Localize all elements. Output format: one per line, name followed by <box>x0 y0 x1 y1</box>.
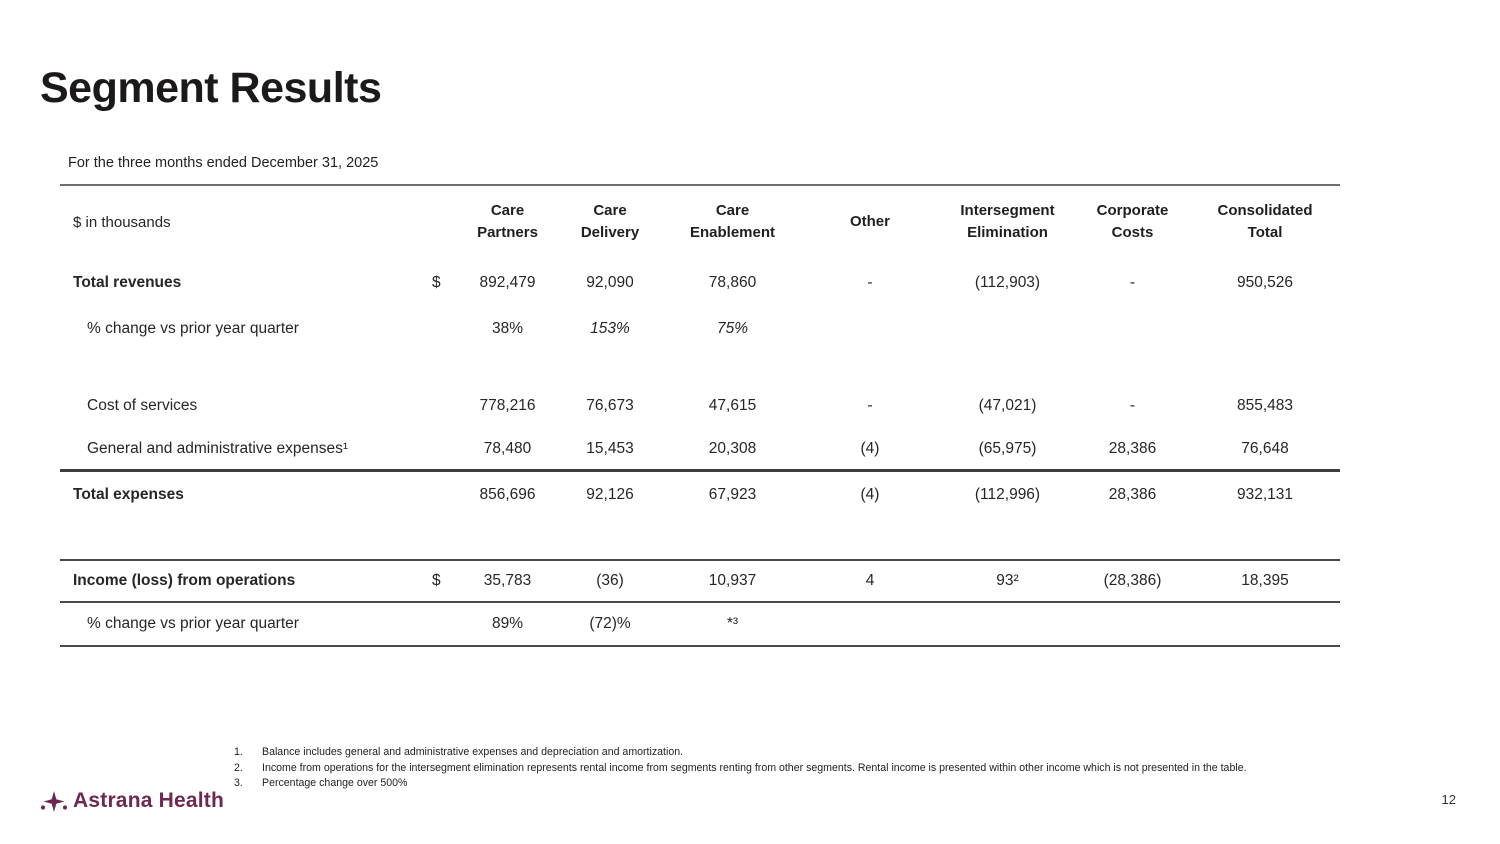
cell-consolidated-total: 76,648 <box>1241 439 1289 457</box>
footnote-text: Income from operations for the intersegm… <box>262 761 1247 774</box>
column-header-consolidated-total: Consolidated Total <box>1217 201 1313 242</box>
row-label: % change vs prior year quarter <box>87 615 299 632</box>
cell-care-partners: 892,479 <box>479 274 536 291</box>
column-header-care-partners: Care Partners <box>477 201 538 242</box>
cell-corporate-costs: 28,386 <box>1108 486 1157 503</box>
cell-care-delivery: 92,090 <box>586 274 634 291</box>
cell-care-delivery: 153% <box>590 320 630 337</box>
table-row-total-revenues: Total revenues $ 892,479 92,090 78,860 -… <box>60 258 1340 308</box>
divider-above-total-expenses <box>60 469 1340 472</box>
cell-care-delivery: 15,453 <box>586 439 634 457</box>
page-number: 12 <box>1441 792 1456 807</box>
cell-care-partners: 38% <box>491 320 524 337</box>
row-label: % change vs prior year quarter <box>87 320 299 337</box>
cell-other: (4) <box>860 439 880 457</box>
cell-care-enablement: 75% <box>716 320 749 337</box>
cell-care-partners: 856,696 <box>479 486 536 503</box>
cell-care-delivery: 76,673 <box>586 397 634 414</box>
unit-label: $ in thousands <box>73 213 171 231</box>
row-label: Income (loss) from operations <box>73 572 296 589</box>
cell-care-enablement: *³ <box>726 615 739 632</box>
table-row-total-expenses: Total expenses 856,696 92,126 67,923 (4)… <box>60 472 1340 518</box>
cell-intersegment-elimination: (112,903) <box>974 274 1041 291</box>
footnote-1: 1. Balance includes general and administ… <box>234 745 1247 761</box>
row-label: Cost of services <box>87 397 198 414</box>
cell-care-enablement: 78,860 <box>708 274 757 291</box>
cell-care-delivery: 92,126 <box>586 486 634 503</box>
divider-top <box>60 184 1340 186</box>
table-row-income-from-operations: Income (loss) from operations $ 35,783 (… <box>60 561 1340 601</box>
divider-above-income <box>60 559 1340 561</box>
footnotes: 1. Balance includes general and administ… <box>234 745 1247 792</box>
divider-below-income <box>60 601 1340 603</box>
logo-text: Astrana Health <box>73 789 225 812</box>
astrana-health-logo: Astrana Health <box>40 788 224 814</box>
cell-corporate-costs: (28,386) <box>1103 572 1162 589</box>
page-title: Segment Results <box>40 64 382 112</box>
cell-care-enablement: 20,308 <box>708 439 757 457</box>
table-row-pct-change-revenues: % change vs prior year quarter 38% 153% … <box>60 308 1340 350</box>
cell-intersegment-elimination: 93² <box>996 572 1019 589</box>
segment-results-table: For the three months ended December 31, … <box>60 155 1340 647</box>
table-header-row: $ in thousands Care Partners Care Delive… <box>60 186 1340 258</box>
cell-care-enablement: 47,615 <box>708 397 757 414</box>
cell-consolidated-total: 950,526 <box>1236 274 1294 291</box>
footnote-number: 1. <box>234 746 243 758</box>
footnote-number: 3. <box>234 777 243 790</box>
footnote-2: 2. Income from operations for the inters… <box>234 761 1247 777</box>
cell-care-partners: 89% <box>491 615 524 632</box>
cell-care-delivery: (36) <box>596 572 624 589</box>
cell-corporate-costs: - <box>1129 274 1136 291</box>
dollar-sign: $ <box>432 572 441 589</box>
footnote-text: Balance includes general and administrat… <box>262 746 684 758</box>
column-header-intersegment-elimination: Intersegment Elimination <box>960 201 1055 242</box>
dollar-sign: $ <box>432 274 441 291</box>
cell-care-partners: 35,783 <box>483 572 532 589</box>
cell-other: 4 <box>865 572 875 589</box>
table-row-ga-expenses: General and administrative expenses¹ 78,… <box>60 428 1340 469</box>
cell-intersegment-elimination: (65,975) <box>978 439 1037 457</box>
spacer-row <box>60 518 1340 559</box>
table-row-pct-change-income: % change vs prior year quarter 89% (72)%… <box>60 603 1340 645</box>
cell-other: - <box>867 274 873 291</box>
cell-consolidated-total: 855,483 <box>1236 397 1294 414</box>
cell-consolidated-total: 932,131 <box>1236 486 1294 503</box>
row-label: Total expenses <box>73 486 184 503</box>
cell-corporate-costs: - <box>1129 397 1136 414</box>
footnote-text: Percentage change over 500% <box>262 777 408 790</box>
cell-other: - <box>867 397 873 414</box>
column-header-other: Other <box>849 212 890 230</box>
row-label: Total revenues <box>73 274 182 291</box>
footnote-number: 2. <box>234 761 243 774</box>
cell-care-partners: 78,480 <box>483 439 532 457</box>
table-row-cost-of-services: Cost of services 778,216 76,673 47,615 -… <box>60 384 1340 428</box>
row-label: General and administrative expenses¹ <box>87 439 349 457</box>
cell-care-delivery: (72)% <box>589 615 631 632</box>
cell-intersegment-elimination: (47,021) <box>978 397 1037 414</box>
table-caption: For the three months ended December 31, … <box>68 155 379 171</box>
column-header-corporate-costs: Corporate Costs <box>1096 201 1169 242</box>
spacer-row <box>60 350 1340 384</box>
divider-bottom <box>60 645 1340 647</box>
column-header-care-delivery: Care Delivery <box>580 201 640 242</box>
cell-corporate-costs: 28,386 <box>1108 439 1157 457</box>
cell-intersegment-elimination: (112,996) <box>974 486 1041 503</box>
cell-care-partners: 778,216 <box>479 397 536 414</box>
cell-care-enablement: 67,923 <box>708 486 757 503</box>
footnote-3: 3. Percentage change over 500% <box>234 776 1247 792</box>
column-header-care-enablement: Care Enablement <box>689 201 776 242</box>
cell-consolidated-total: 18,395 <box>1241 572 1289 589</box>
cell-other: (4) <box>860 486 880 503</box>
astrana-sparkle-icon <box>40 791 68 812</box>
cell-care-enablement: 10,937 <box>708 572 757 589</box>
